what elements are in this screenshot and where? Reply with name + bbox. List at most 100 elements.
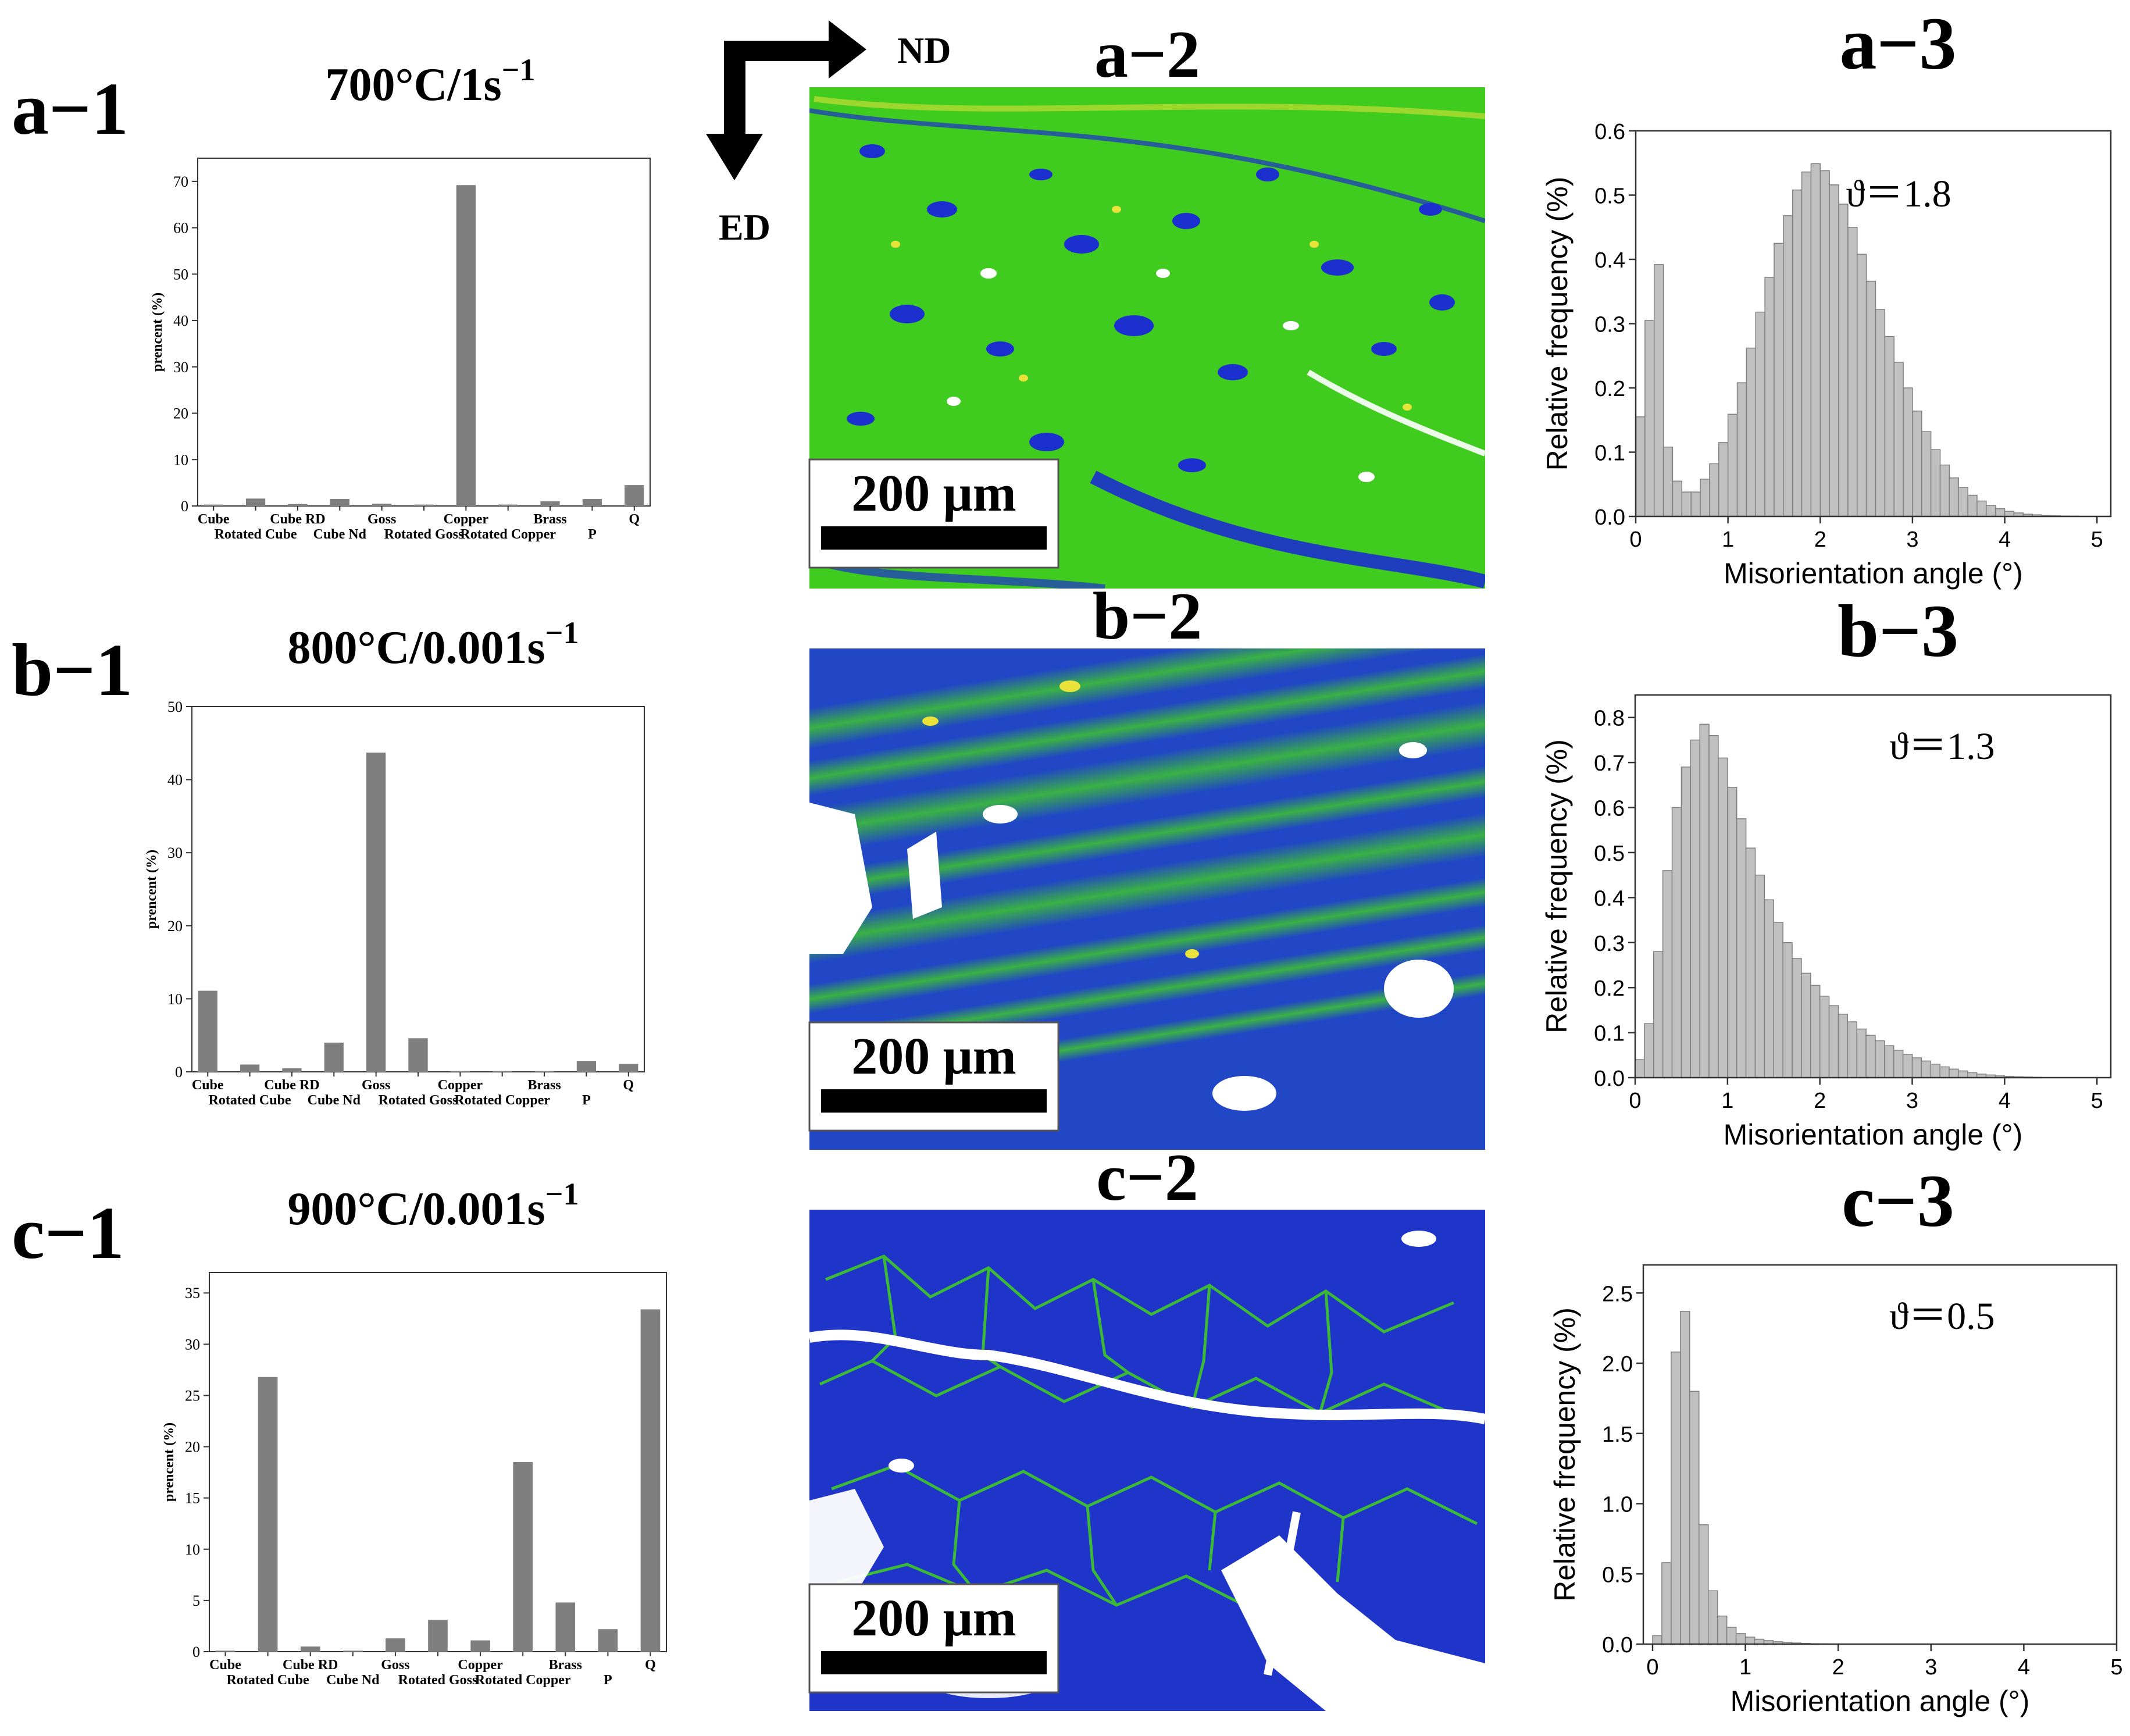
x-tick-label: Rotated Goss — [379, 1093, 458, 1108]
histogram-bar — [1902, 1053, 1913, 1078]
scale-bar: 200 μm — [808, 458, 1059, 569]
x-tick-label: Rotated Copper — [454, 1093, 550, 1108]
histogram-bar — [1690, 491, 1701, 517]
histogram-bar — [1662, 870, 1673, 1078]
y-tick-label: 0.3 — [1594, 313, 1625, 337]
chart-title-superscript: −1 — [502, 52, 536, 87]
y-tick-label: 2.0 — [1602, 1352, 1633, 1377]
histogram-bar — [1819, 996, 1830, 1078]
bar — [576, 1061, 597, 1072]
histogram-bar — [1865, 1035, 1876, 1078]
y-tick-label: 0.4 — [1594, 886, 1625, 911]
histogram-bar — [1764, 277, 1775, 517]
bar — [582, 499, 602, 506]
chart-title-text: 900°C/0.001s — [288, 1184, 545, 1235]
histogram-bar — [1700, 479, 1710, 517]
histogram-bar — [1745, 847, 1756, 1078]
panel-label: a−3 — [1840, 2, 1957, 85]
y-tick-label: 40 — [167, 772, 183, 789]
bar — [408, 1038, 428, 1072]
annotation-theta: ϑ＝1.8 — [1846, 173, 1951, 215]
bar — [282, 1068, 302, 1072]
histogram-bar — [1718, 442, 1729, 517]
x-tick-label: Q — [645, 1657, 656, 1673]
x-tick-label: Goss — [362, 1078, 390, 1093]
histogram-bar — [1727, 786, 1737, 1078]
histogram-bar — [1689, 1391, 1700, 1645]
histogram-bar — [1652, 1635, 1662, 1645]
panel-label: c−3 — [1842, 1160, 1954, 1242]
y-tick-label: 10 — [167, 990, 183, 1007]
histogram-bar — [1921, 1060, 1932, 1078]
histogram-bar — [1976, 500, 1987, 517]
annotation-theta: ϑ＝1.3 — [1889, 725, 1995, 768]
bar — [240, 1064, 260, 1072]
histogram-bar — [1727, 413, 1738, 517]
bar — [598, 1629, 618, 1652]
histogram-bar — [1792, 958, 1802, 1078]
histogram-bar — [1644, 1023, 1654, 1078]
y-tick-label: 70 — [173, 173, 188, 190]
x-tick-label: Q — [629, 512, 640, 527]
histogram-bar — [1986, 505, 1996, 517]
x-tick-label: Rotated Cube — [209, 1093, 291, 1108]
x-tick-label: Brass — [527, 1078, 561, 1093]
scale-bar: 200 μm — [808, 1021, 1059, 1132]
histogram-bar — [1744, 1637, 1756, 1645]
histogram-bar — [1829, 184, 1839, 517]
histogram-bar — [1939, 464, 1950, 517]
histogram-bar — [1801, 171, 1812, 517]
x-tick-label: 4 — [1999, 1089, 2011, 1113]
histogram-bar — [1949, 1068, 1959, 1078]
histogram-bar — [1718, 757, 1728, 1078]
y-tick-label: 20 — [173, 405, 188, 422]
x-tick-label: 2 — [1814, 527, 1826, 552]
y-tick-label: 30 — [185, 1336, 200, 1353]
histogram-bar — [1911, 1057, 1922, 1078]
ed-arrow-icon — [706, 41, 763, 180]
histogram-bar — [1635, 1059, 1645, 1078]
map-c-2: c−2 — [808, 1140, 1485, 1711]
y-tick-label: 10 — [173, 451, 188, 468]
panel-label: c−1 — [12, 1192, 124, 1274]
chart-b-1-texture-bar-chart: b−1 800°C/0.001s−1 0 10 20 30 40 50 prencent (… — [12, 615, 645, 1108]
histogram-bar — [1783, 215, 1793, 517]
histogram-bar — [1671, 1351, 1681, 1645]
bar — [372, 504, 392, 506]
bar — [204, 504, 223, 506]
histogram-bar — [1792, 189, 1803, 517]
x-tick-label: Cube RD — [264, 1078, 319, 1093]
chart-c-1-texture-bar-chart: c−1 900°C/0.001s−1 0 5 10 15 20 25 30 35 prencen… — [12, 1177, 667, 1688]
histogram-bar — [1847, 1021, 1857, 1078]
x-tick-label: Rotated Copper — [460, 527, 556, 542]
histogram-bar — [1912, 411, 1922, 517]
histogram-bar — [1930, 1064, 1940, 1078]
bar — [625, 485, 644, 506]
x-tick-label: 1 — [1721, 1089, 1733, 1113]
bar — [619, 1064, 638, 1072]
bar — [493, 1071, 512, 1072]
histogram-bar — [1819, 170, 1830, 517]
y-tick-label: 50 — [167, 698, 183, 715]
nd-arrow-icon — [724, 20, 866, 79]
x-tick-label: 2 — [1832, 1655, 1844, 1680]
histogram-bar — [1949, 477, 1959, 517]
bar — [245, 498, 266, 506]
histogram-bar — [1681, 491, 1692, 517]
y-tick-label: 5 — [192, 1592, 200, 1609]
histogram-bar — [1653, 951, 1664, 1078]
x-tick-label: Goss — [381, 1657, 409, 1673]
coordinate-axes-arrows: ND ED — [706, 20, 951, 248]
y-tick-label: 0.5 — [1594, 842, 1625, 866]
bar — [330, 499, 349, 506]
plot-frame — [1642, 1264, 2118, 1645]
histogram-bar — [1699, 723, 1710, 1078]
scale-bar-label: 200 μm — [851, 465, 1016, 522]
histogram-bar — [1958, 487, 1968, 517]
x-tick-label: Rotated Goss — [398, 1673, 478, 1688]
nd-label: ND — [897, 30, 951, 71]
chart-a-3-misorientation-histogram: a−3 ϑ＝1.8 0.0 0.1 0.2 0.3 0.4 0.5 0.6 0 1 2 3 4 5 Mis… — [1541, 2, 2112, 590]
y-tick-label: 0.4 — [1594, 248, 1625, 273]
histogram-bar — [1893, 1050, 1904, 1078]
y-tick-label: 0.3 — [1594, 932, 1625, 956]
